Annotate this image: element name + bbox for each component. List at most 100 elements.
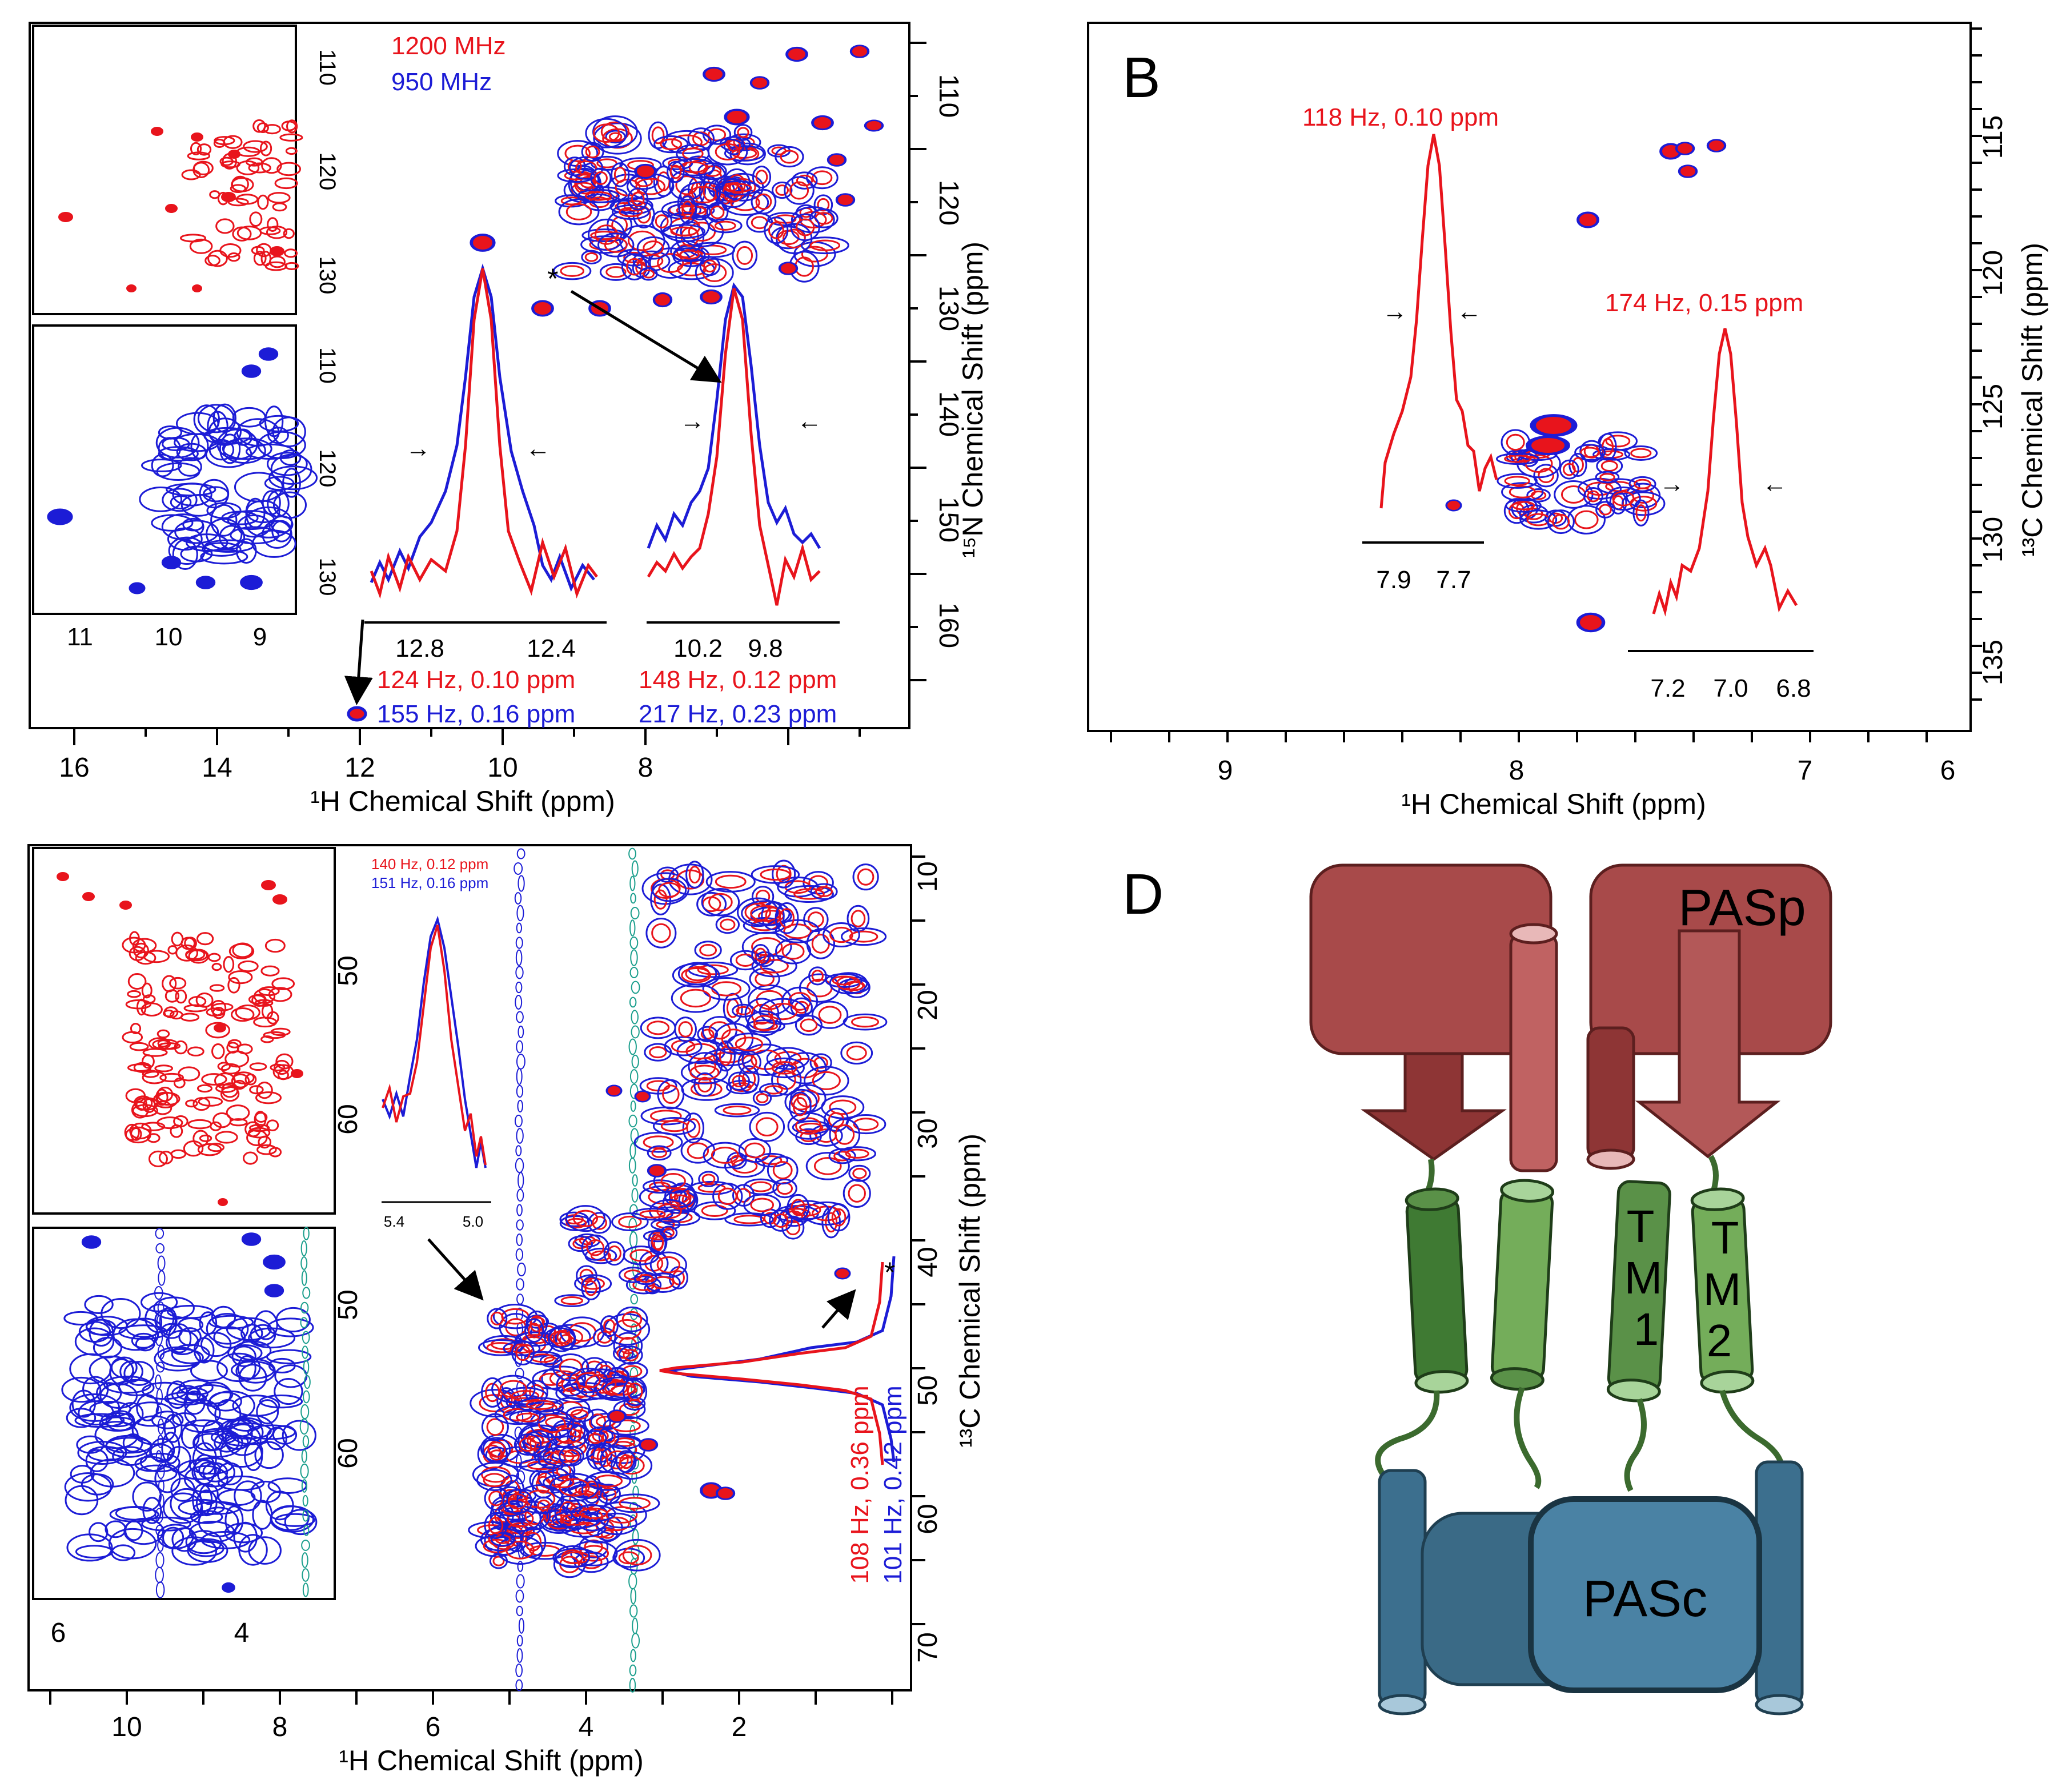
water-streak-dot bbox=[302, 1509, 309, 1522]
a-xtick-8: 8 bbox=[638, 753, 653, 783]
contour-peak bbox=[604, 237, 628, 253]
water-streak-dot bbox=[302, 1345, 309, 1359]
contour-peak bbox=[286, 119, 298, 134]
contour-peak bbox=[514, 1331, 557, 1347]
contour-peak bbox=[636, 1092, 649, 1101]
contour-peak bbox=[803, 871, 834, 895]
contour-peak bbox=[707, 138, 748, 166]
contour-peak bbox=[755, 971, 775, 987]
contour-peak bbox=[751, 955, 797, 978]
contour-peak bbox=[109, 1358, 134, 1386]
contour-peak bbox=[488, 1517, 504, 1534]
contour-peak bbox=[249, 1085, 264, 1095]
contour-peak bbox=[616, 197, 653, 215]
contour-peak bbox=[755, 1117, 779, 1137]
water-streak-dot bbox=[516, 922, 523, 934]
contour-peak bbox=[1506, 433, 1525, 451]
panel-b-frame bbox=[1087, 22, 1972, 732]
contour-peak bbox=[240, 574, 263, 590]
contour-peak bbox=[711, 981, 742, 997]
water-streak-dot bbox=[629, 997, 637, 1008]
contour-peak bbox=[693, 1072, 716, 1097]
contour-peak bbox=[1559, 459, 1579, 480]
contour-peak bbox=[714, 220, 736, 231]
contour-peak bbox=[141, 1054, 155, 1069]
contour-peak bbox=[590, 231, 619, 240]
tm1-helix-bottom bbox=[1606, 1379, 1661, 1403]
contour-peak bbox=[219, 433, 241, 464]
contour-peak bbox=[809, 1053, 832, 1072]
contour-peak bbox=[680, 989, 711, 1008]
contour-peak bbox=[260, 251, 271, 267]
contour-peak bbox=[697, 1026, 719, 1043]
water-streak-dot bbox=[630, 907, 640, 919]
b-ytick-125: 125 bbox=[1978, 384, 2008, 429]
contour-peak bbox=[652, 878, 687, 902]
a-slice2-blue bbox=[647, 282, 821, 549]
a-ytick-130: 130 bbox=[933, 286, 964, 331]
contour-peak bbox=[751, 1003, 773, 1025]
contour-peak bbox=[682, 1112, 705, 1144]
contour-peak bbox=[801, 246, 828, 263]
contour-peak bbox=[640, 1016, 676, 1039]
a-slice1-xtick-12.4: 12.4 bbox=[527, 634, 576, 662]
contour-peak bbox=[1577, 477, 1622, 500]
contour-peak bbox=[1632, 499, 1650, 527]
tm2-letter-m: M bbox=[1703, 1264, 1742, 1315]
contour-peak bbox=[476, 1469, 512, 1492]
water-streak-dot bbox=[303, 1359, 310, 1375]
contour-peak bbox=[1628, 476, 1656, 492]
contour-peak bbox=[223, 955, 235, 973]
b-xtick-7: 7 bbox=[1798, 756, 1813, 786]
b-ytick-135: 135 bbox=[1978, 640, 2008, 685]
contour-peak bbox=[766, 1047, 810, 1070]
contour-peak bbox=[259, 140, 272, 156]
water-streak-dot bbox=[632, 1174, 638, 1187]
contour-peak bbox=[775, 938, 812, 965]
water-streak-dot bbox=[300, 1256, 308, 1270]
contour-peak bbox=[542, 1446, 582, 1467]
legend-950mhz: 950 MHz bbox=[391, 68, 492, 96]
water-streak-dot bbox=[628, 1573, 637, 1590]
contour-peak bbox=[751, 188, 777, 215]
contour-peak bbox=[703, 291, 720, 303]
contour-peak bbox=[256, 1144, 277, 1155]
contour-peak bbox=[689, 1064, 720, 1080]
contour-peak bbox=[587, 1212, 612, 1234]
contour-peak bbox=[785, 1220, 801, 1236]
water-streak-dot bbox=[515, 1679, 523, 1691]
contour-peak bbox=[159, 1348, 204, 1367]
water-streak-dot bbox=[155, 1581, 165, 1598]
contour-peak bbox=[703, 1142, 748, 1169]
c-ytick-20: 20 bbox=[913, 990, 943, 1020]
contour-peak bbox=[851, 1016, 879, 1028]
water-streak-dot bbox=[301, 1540, 310, 1551]
contour-peak bbox=[645, 918, 677, 949]
contour-peak bbox=[254, 999, 274, 1007]
contour-peak bbox=[754, 947, 767, 962]
a-inset-top-ytick-120: 120 bbox=[315, 152, 340, 191]
linker-bottom-4 bbox=[1719, 1389, 1785, 1471]
contour-peak bbox=[781, 986, 819, 1016]
water-streak-dot bbox=[155, 1508, 163, 1524]
c-slice1-width-red: 140 Hz, 0.12 ppm bbox=[371, 855, 488, 873]
contour-peak bbox=[579, 1545, 609, 1562]
a-slice1-xtick-12.8: 12.8 bbox=[395, 634, 444, 662]
contour-peak bbox=[192, 284, 202, 292]
contour-peak bbox=[685, 966, 710, 982]
water-streak-dot bbox=[632, 1617, 639, 1634]
contour-peak bbox=[675, 175, 698, 195]
contour-peak bbox=[732, 240, 758, 271]
contour-peak bbox=[151, 1411, 184, 1429]
a-slice1-right-marker: ← bbox=[525, 435, 551, 463]
water-streak-dot bbox=[516, 1084, 524, 1098]
contour-peak bbox=[506, 1540, 535, 1560]
contour-peak bbox=[647, 1145, 672, 1161]
contour-peak bbox=[167, 527, 203, 551]
contour-peak bbox=[231, 1345, 256, 1367]
contour-peak bbox=[1533, 464, 1559, 488]
water-streak-dot bbox=[516, 1188, 524, 1202]
contour-peak bbox=[485, 1383, 500, 1403]
water-streak-dot bbox=[299, 1418, 309, 1435]
contour-peak bbox=[1447, 501, 1460, 510]
